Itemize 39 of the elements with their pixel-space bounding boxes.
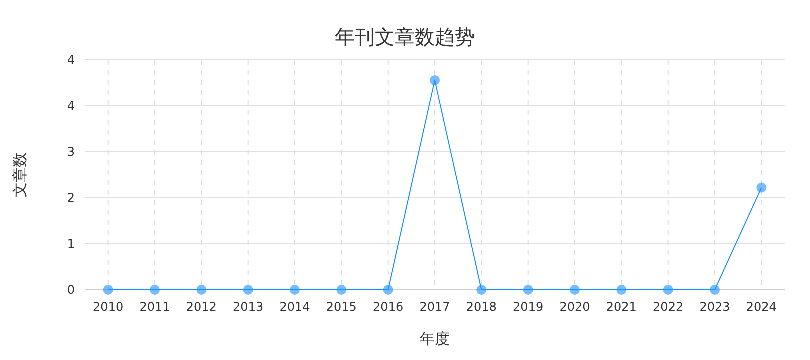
point [663, 285, 674, 295]
x-tick-label: 2013 [233, 300, 264, 314]
point [756, 182, 767, 193]
y-tick-label: 2 [67, 191, 75, 205]
y-tick-label: 3 [67, 145, 75, 159]
x-axis-title: 年度 [420, 330, 450, 348]
x-tick-label: 2019 [513, 300, 544, 314]
point [570, 285, 580, 295]
point [336, 285, 347, 295]
x-tick-label: 2017 [420, 300, 450, 314]
y-tick-label: 0 [67, 283, 75, 297]
y-axis-title: 文章数 [11, 152, 29, 198]
y-tick-label: 1 [67, 237, 75, 251]
point [523, 285, 534, 295]
point [150, 285, 160, 295]
x-tick-label: 2012 [186, 300, 217, 314]
point [710, 285, 720, 295]
point [196, 285, 207, 295]
x-tick-label: 2022 [653, 300, 684, 314]
y-tick-label: 4 [67, 53, 75, 67]
point [616, 285, 627, 295]
point [243, 285, 254, 295]
chart-title: 年刊文章数趋势 [335, 25, 475, 49]
x-tick-label: 2011 [140, 300, 170, 314]
x-tick-label: 2010 [93, 300, 124, 314]
point [476, 285, 487, 295]
x-tick-label: 2016 [373, 300, 404, 314]
x-tick-label: 2023 [700, 300, 730, 314]
y-tick-label: 4 [67, 99, 75, 113]
x-tick-label: 2018 [466, 300, 497, 314]
x-tick-label: 2015 [326, 300, 357, 314]
x-tick-label: 2020 [560, 300, 590, 314]
x-tick-label: 2024 [746, 300, 777, 314]
point [383, 285, 394, 295]
point [290, 285, 300, 295]
point [430, 75, 440, 86]
x-tick-label: 2021 [606, 300, 637, 314]
x-tick-label: 2014 [280, 300, 310, 314]
point [103, 285, 114, 295]
